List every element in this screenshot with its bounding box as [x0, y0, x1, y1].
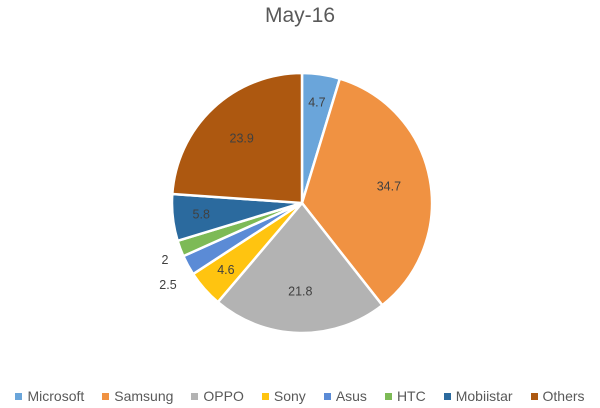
legend-swatch-icon: [384, 392, 392, 400]
legend-item-others: Others: [530, 388, 585, 404]
legend-label: Mobiistar: [455, 388, 513, 404]
data-label-sony: 4.6: [217, 263, 234, 277]
legend-label: Sony: [273, 388, 306, 404]
pie-slices: [170, 71, 434, 335]
data-label-others: 23.9: [230, 131, 254, 145]
data-label-samsung: 34.7: [377, 180, 401, 194]
legend-swatch-icon: [443, 392, 451, 400]
legend-item-mobiistar: Mobiistar: [443, 388, 513, 404]
legend-label: Samsung: [114, 388, 174, 404]
pie-data-labels: 4.7 34.7 21.8 4.6 2.5 2 5.8 23.9: [159, 96, 401, 299]
legend-label: Microsoft: [27, 388, 85, 404]
chart-title: May-16: [264, 4, 336, 27]
legend-swatch-icon: [15, 392, 23, 400]
pie-slice-others: [171, 71, 304, 205]
data-label-mobiistar: 5.8: [193, 207, 210, 221]
legend-item-asus: Asus: [323, 388, 367, 404]
legend-label: HTC: [396, 388, 426, 404]
data-label-asus: 2.5: [159, 278, 176, 292]
legend-item-samsung: Samsung: [102, 388, 173, 404]
data-label-htc: 2: [162, 253, 169, 267]
legend-swatch-icon: [191, 392, 199, 400]
legend-item-oppo: OPPO: [191, 388, 244, 404]
legend-label: OPPO: [203, 388, 244, 404]
legend-label: Asus: [335, 388, 367, 404]
pie-slice-samsung: [300, 77, 434, 307]
legend-swatch-icon: [530, 392, 538, 400]
chart-legend: Microsoft Samsung OPPO Sony Asus HTC Mob…: [0, 386, 600, 406]
pie-chart: 4.7 34.7 21.8 4.6 2.5 2 5.8 23.9: [159, 71, 434, 335]
legend-item-sony: Sony: [261, 388, 306, 404]
legend-swatch-icon: [261, 392, 269, 400]
data-label-oppo: 21.8: [288, 284, 312, 298]
legend-item-htc: HTC: [384, 388, 426, 404]
legend-swatch-icon: [102, 392, 110, 400]
data-label-microsoft: 4.7: [308, 96, 325, 110]
pie-slice-oppo: [216, 201, 384, 335]
legend-item-microsoft: Microsoft: [15, 388, 84, 404]
legend-swatch-icon: [323, 392, 331, 400]
legend-label: Others: [542, 388, 585, 404]
